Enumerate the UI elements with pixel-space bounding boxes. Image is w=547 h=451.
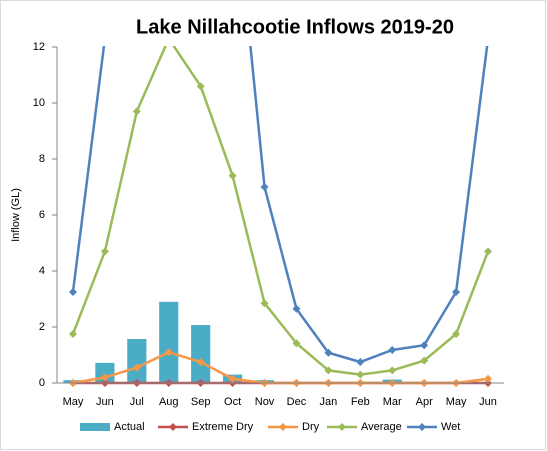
x-tick-label: Sep (191, 396, 211, 408)
line-marker (68, 330, 77, 338)
line-marker (292, 339, 301, 348)
legend-swatch (279, 423, 287, 431)
bar (191, 325, 211, 383)
line-marker (452, 330, 461, 338)
legend-label: Extreme Dry (192, 421, 254, 433)
chart-title: Lake Nillahcootie Inflows 2019-20 (136, 16, 454, 38)
series-line (71, 46, 490, 376)
line-marker (292, 304, 301, 313)
line-marker (356, 358, 365, 366)
legend-label: Actual (114, 421, 145, 433)
line-marker (420, 356, 429, 365)
line-marker (484, 247, 493, 256)
y-tick-label: 6 (39, 209, 45, 221)
line-marker (388, 345, 397, 354)
line-marker (356, 370, 365, 379)
series-line (71, 46, 489, 364)
x-tick-label: Feb (351, 396, 370, 408)
line-marker (484, 374, 493, 383)
legend-label: Wet (441, 421, 460, 433)
line-marker (324, 348, 333, 357)
line-marker (132, 107, 141, 116)
y-tick-label: 10 (33, 97, 45, 109)
x-tick-label: Aug (159, 396, 179, 408)
legend-label: Dry (302, 421, 320, 433)
legend-swatch (169, 423, 177, 431)
x-tick-label: Apr (416, 396, 433, 408)
line-marker (452, 288, 461, 296)
x-tick-label: May (63, 396, 84, 408)
legend-swatch (418, 423, 426, 431)
x-tick-label: Jun (96, 396, 114, 408)
line-marker (132, 363, 141, 372)
x-tick-label: Jan (320, 396, 338, 408)
line-marker (260, 299, 269, 308)
line-marker (420, 341, 429, 350)
y-tick-label: 0 (39, 377, 45, 389)
y-tick-label: 4 (39, 265, 45, 277)
bar (159, 301, 179, 383)
x-tick-label: Mar (383, 396, 402, 408)
legend-label: Average (361, 421, 402, 433)
x-tick-label: May (446, 396, 467, 408)
legend-swatch (338, 423, 346, 431)
line-marker (260, 183, 269, 191)
line-marker (68, 288, 77, 296)
line-marker (100, 247, 109, 256)
legend-swatch (80, 423, 110, 431)
x-tick-label: Jul (130, 396, 144, 408)
y-axis-label: Inflow (GL) (10, 188, 22, 242)
x-tick-label: Jun (479, 396, 497, 408)
line-marker (164, 348, 173, 357)
line-marker (196, 358, 205, 366)
bar (127, 339, 147, 383)
line-marker (388, 366, 397, 375)
x-tick-label: Dec (287, 396, 307, 408)
line-marker (324, 366, 333, 375)
line-marker (196, 82, 205, 91)
line-marker (228, 374, 237, 383)
line-marker (100, 373, 109, 382)
x-tick-label: Oct (224, 396, 241, 408)
y-tick-label: 2 (39, 321, 45, 333)
y-tick-label: 8 (39, 153, 45, 165)
y-tick-label: 12 (33, 41, 45, 53)
x-tick-label: Nov (255, 396, 275, 408)
line-marker (228, 171, 237, 180)
